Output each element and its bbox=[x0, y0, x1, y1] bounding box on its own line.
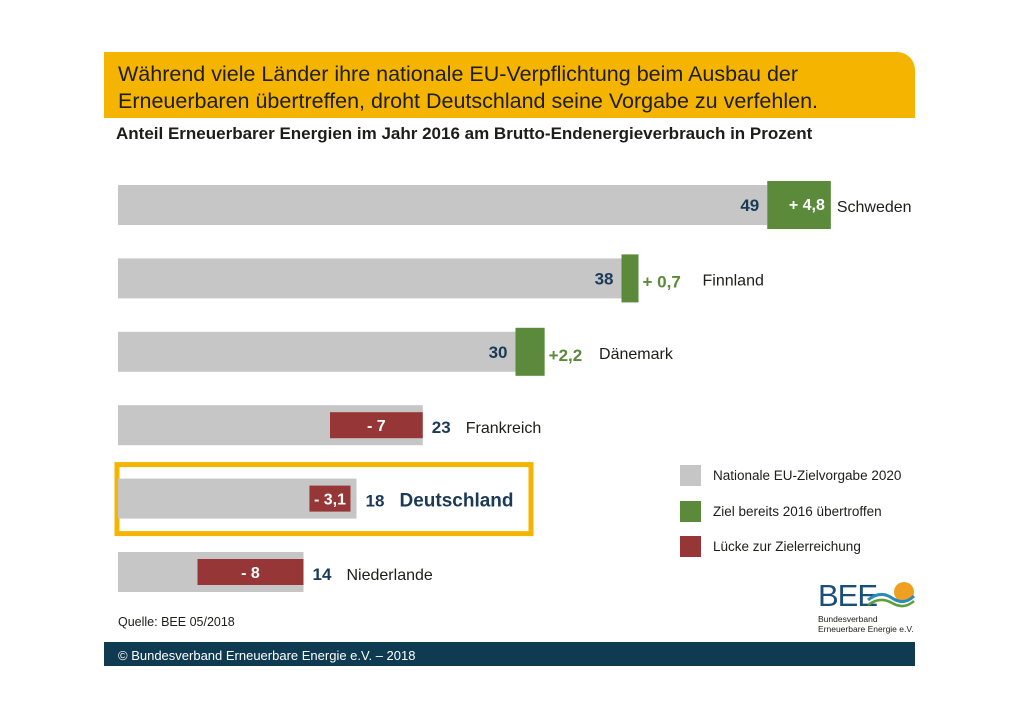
country-label-deutschland: Deutschland bbox=[400, 491, 514, 512]
legend-item-exceeded: Ziel bereits 2016 übertroffen bbox=[680, 494, 901, 530]
logo-line2: Erneuerbare Energie e.V. bbox=[818, 624, 914, 634]
diff-label-deutschland: - 3,1 bbox=[314, 492, 346, 509]
bee-logo: BEE Bundesverband Erneuerbare Energie e.… bbox=[818, 576, 918, 636]
bar-exceeded-schweden bbox=[767, 181, 831, 229]
bar-target-schweden bbox=[118, 185, 768, 225]
value-label-daenemark: 30 bbox=[489, 343, 508, 362]
diff-label-schweden: + 4,8 bbox=[789, 197, 825, 214]
value-label-frankreich: 23 bbox=[432, 418, 451, 437]
diff-label-daenemark: +2,2 bbox=[549, 346, 583, 365]
legend-label-exceeded: Ziel bereits 2016 übertroffen bbox=[713, 503, 882, 519]
legend-item-gap: Lücke zur Zielerreichung bbox=[680, 529, 901, 565]
diff-label-finnland: + 0,7 bbox=[643, 272, 681, 291]
headline-banner: Während viele Länder ihre nationale EU-V… bbox=[104, 52, 915, 118]
bar-target-daenemark bbox=[118, 331, 516, 372]
country-label-daenemark: Dänemark bbox=[599, 346, 674, 363]
logo-line1: Bundesverband bbox=[818, 614, 878, 624]
value-label-niederlande: 14 bbox=[313, 565, 332, 584]
logo-wordmark: BEE bbox=[818, 578, 878, 613]
country-label-frankreich: Frankreich bbox=[466, 420, 542, 437]
value-label-finnland: 38 bbox=[595, 269, 614, 288]
logo-wave-icon bbox=[867, 582, 916, 608]
legend: Nationale EU-Zielvorgabe 2020 Ziel berei… bbox=[680, 458, 901, 565]
country-label-finnland: Finnland bbox=[703, 272, 764, 289]
bar-gap-frankreich bbox=[330, 412, 423, 439]
chart-title: Anteil Erneuerbarer Energien im Jahr 201… bbox=[116, 124, 813, 143]
bar-gap-niederlande bbox=[197, 559, 304, 585]
bar-gap-deutschland bbox=[309, 485, 351, 512]
source-note: Quelle: BEE 05/2018 bbox=[118, 615, 235, 629]
diff-label-niederlande: - 8 bbox=[241, 565, 260, 582]
bar-exceeded-daenemark bbox=[515, 327, 545, 376]
legend-swatch-gap bbox=[680, 536, 701, 558]
highlight-frame bbox=[114, 462, 534, 537]
legend-item-target: Nationale EU-Zielvorgabe 2020 bbox=[680, 458, 901, 494]
legend-label-target: Nationale EU-Zielvorgabe 2020 bbox=[713, 468, 902, 484]
diff-label-frankreich: - 7 bbox=[367, 418, 386, 435]
value-label-schweden: 49 bbox=[740, 196, 759, 215]
footer-bar: © Bundesverband Erneuerbare Energie e.V.… bbox=[104, 642, 915, 666]
bar-exceeded-finnland bbox=[621, 254, 639, 303]
legend-swatch-target bbox=[680, 465, 701, 487]
legend-label-gap: Lücke zur Zielerreichung bbox=[713, 539, 861, 555]
bar-target-finnland bbox=[118, 258, 622, 299]
country-label-schweden: Schweden bbox=[837, 199, 912, 216]
value-label-deutschland: 18 bbox=[366, 492, 385, 511]
legend-swatch-exceeded bbox=[680, 500, 701, 522]
country-label-niederlande: Niederlande bbox=[347, 567, 433, 584]
